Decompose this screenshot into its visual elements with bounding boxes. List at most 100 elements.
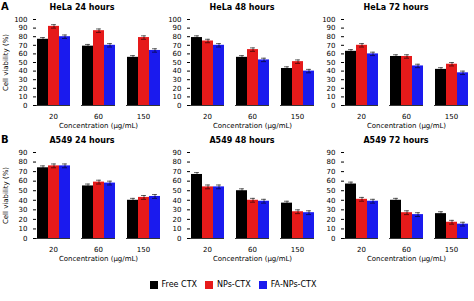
svg-text:Concentration (μg/mL): Concentration (μg/mL) bbox=[213, 122, 292, 130]
svg-text:Cell viability (%): Cell viability (%) bbox=[2, 34, 10, 91]
svg-text:0: 0 bbox=[23, 102, 27, 110]
svg-text:40: 40 bbox=[327, 67, 336, 75]
svg-text:0: 0 bbox=[177, 235, 181, 243]
svg-text:Concentration (μg/mL): Concentration (μg/mL) bbox=[59, 122, 138, 130]
html-text:A549 72 hours: A549 72 hours bbox=[363, 136, 429, 145]
svg-text:0: 0 bbox=[23, 235, 27, 243]
svg-text:90: 90 bbox=[19, 149, 28, 157]
svg-text:40: 40 bbox=[173, 67, 182, 75]
svg-text:Cell viability (%): Cell viability (%) bbox=[2, 167, 10, 224]
svg-text:60: 60 bbox=[173, 177, 182, 185]
svg-text:150: 150 bbox=[291, 113, 304, 121]
svg-text:150: 150 bbox=[137, 113, 150, 121]
svg-text:60: 60 bbox=[402, 113, 411, 121]
html-text:HeLa 48 hours: HeLa 48 hours bbox=[209, 3, 275, 12]
html-text:Free CTX: Free CTX bbox=[161, 280, 197, 289]
svg-text:150: 150 bbox=[445, 113, 458, 121]
svg-text:50: 50 bbox=[327, 59, 336, 67]
svg-text:10: 10 bbox=[327, 93, 336, 101]
svg-text:80: 80 bbox=[19, 33, 28, 41]
html-text:NPs-CTX: NPs-CTX bbox=[217, 280, 251, 289]
svg-text:20: 20 bbox=[19, 216, 28, 224]
html-text:B: B bbox=[1, 134, 9, 145]
html-text:A549 48 hours: A549 48 hours bbox=[209, 136, 275, 145]
svg-text:10: 10 bbox=[327, 225, 336, 233]
svg-text:90: 90 bbox=[327, 149, 336, 157]
svg-text:20: 20 bbox=[357, 246, 366, 254]
html-text:HeLa 72 hours: HeLa 72 hours bbox=[363, 3, 429, 12]
svg-text:80: 80 bbox=[173, 158, 182, 166]
svg-text:60: 60 bbox=[327, 177, 336, 185]
svg-text:70: 70 bbox=[327, 42, 336, 50]
html-text:HeLa 24 hours: HeLa 24 hours bbox=[49, 3, 115, 12]
svg-text:0: 0 bbox=[331, 235, 335, 243]
svg-text:Concentration (μg/mL): Concentration (μg/mL) bbox=[59, 255, 138, 263]
svg-text:60: 60 bbox=[248, 246, 257, 254]
svg-text:60: 60 bbox=[327, 50, 336, 58]
svg-text:0: 0 bbox=[331, 102, 335, 110]
svg-text:10: 10 bbox=[173, 93, 182, 101]
svg-text:20: 20 bbox=[173, 216, 182, 224]
html-text:FA-NPs-CTX: FA-NPs-CTX bbox=[270, 280, 317, 289]
svg-text:40: 40 bbox=[173, 197, 182, 205]
svg-text:30: 30 bbox=[19, 76, 28, 84]
svg-text:Concentration (μg/mL): Concentration (μg/mL) bbox=[367, 122, 446, 130]
svg-text:30: 30 bbox=[19, 206, 28, 214]
svg-text:10: 10 bbox=[19, 93, 28, 101]
svg-text:20: 20 bbox=[173, 85, 182, 93]
svg-text:90: 90 bbox=[327, 24, 336, 32]
svg-text:70: 70 bbox=[173, 168, 182, 176]
svg-text:40: 40 bbox=[19, 197, 28, 205]
svg-text:80: 80 bbox=[19, 158, 28, 166]
svg-text:Concentration (μg/mL): Concentration (μg/mL) bbox=[367, 255, 446, 263]
svg-text:20: 20 bbox=[49, 113, 58, 121]
svg-text:20: 20 bbox=[49, 246, 58, 254]
svg-text:30: 30 bbox=[327, 206, 336, 214]
svg-text:80: 80 bbox=[327, 158, 336, 166]
svg-text:60: 60 bbox=[94, 113, 103, 121]
svg-text:50: 50 bbox=[19, 59, 28, 67]
svg-text:60: 60 bbox=[173, 50, 182, 58]
svg-text:40: 40 bbox=[19, 67, 28, 75]
svg-text:90: 90 bbox=[19, 24, 28, 32]
svg-text:50: 50 bbox=[19, 187, 28, 195]
svg-text:50: 50 bbox=[173, 187, 182, 195]
svg-text:90: 90 bbox=[173, 24, 182, 32]
svg-text:150: 150 bbox=[137, 246, 150, 254]
svg-text:0: 0 bbox=[177, 102, 181, 110]
svg-text:70: 70 bbox=[327, 168, 336, 176]
svg-text:150: 150 bbox=[445, 246, 458, 254]
svg-text:10: 10 bbox=[173, 225, 182, 233]
svg-text:100: 100 bbox=[322, 16, 335, 24]
svg-text:100: 100 bbox=[168, 16, 181, 24]
svg-text:80: 80 bbox=[173, 33, 182, 41]
svg-text:20: 20 bbox=[19, 85, 28, 93]
svg-text:90: 90 bbox=[173, 149, 182, 157]
svg-text:20: 20 bbox=[357, 113, 366, 121]
svg-text:20: 20 bbox=[327, 216, 336, 224]
svg-text:60: 60 bbox=[248, 113, 257, 121]
svg-text:50: 50 bbox=[327, 187, 336, 195]
svg-text:30: 30 bbox=[327, 76, 336, 84]
svg-text:60: 60 bbox=[94, 246, 103, 254]
svg-text:70: 70 bbox=[173, 42, 182, 50]
svg-text:10: 10 bbox=[19, 225, 28, 233]
svg-text:60: 60 bbox=[19, 50, 28, 58]
svg-text:80: 80 bbox=[327, 33, 336, 41]
svg-text:20: 20 bbox=[203, 113, 212, 121]
svg-text:30: 30 bbox=[173, 206, 182, 214]
svg-text:20: 20 bbox=[203, 246, 212, 254]
html-text:A549 24 hours: A549 24 hours bbox=[49, 136, 115, 145]
html-text:A: A bbox=[1, 1, 9, 12]
svg-text:60: 60 bbox=[19, 177, 28, 185]
svg-text:70: 70 bbox=[19, 42, 28, 50]
svg-text:30: 30 bbox=[173, 76, 182, 84]
svg-text:20: 20 bbox=[327, 85, 336, 93]
svg-text:40: 40 bbox=[327, 197, 336, 205]
svg-text:100: 100 bbox=[14, 16, 27, 24]
svg-text:60: 60 bbox=[402, 246, 411, 254]
svg-text:50: 50 bbox=[173, 59, 182, 67]
svg-text:70: 70 bbox=[19, 168, 28, 176]
svg-text:Concentration (μg/mL): Concentration (μg/mL) bbox=[213, 255, 292, 263]
svg-text:150: 150 bbox=[291, 246, 304, 254]
